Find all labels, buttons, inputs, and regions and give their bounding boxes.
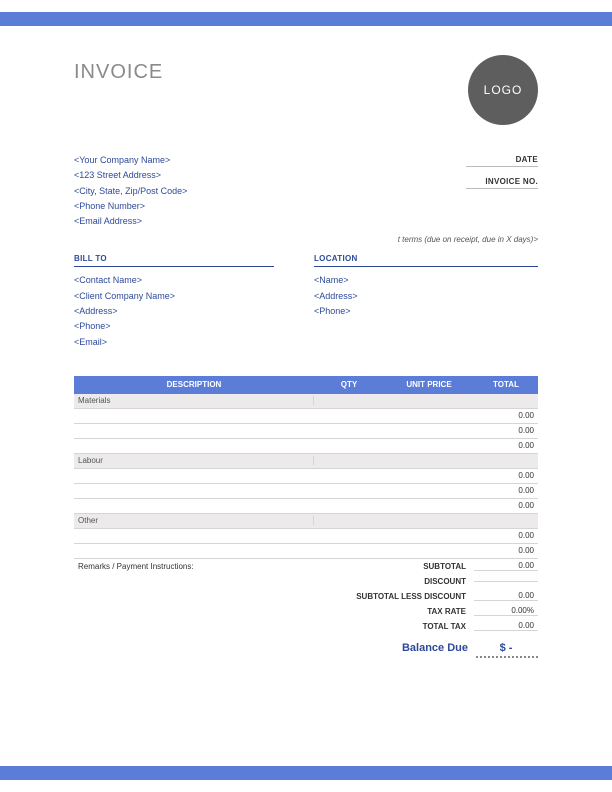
- summary-label: SUBTOTAL LESS DISCOUNT: [314, 592, 474, 601]
- meta-row: <Your Company Name> <123 Street Address>…: [74, 153, 538, 229]
- billto-line: <Address>: [74, 304, 274, 319]
- location-line: <Address>: [314, 289, 538, 304]
- table-row: 0.00: [74, 484, 538, 499]
- th-unit-price: UNIT PRICE: [384, 380, 474, 389]
- summary-body: Remarks / Payment Instructions:SUBTOTAL0…: [74, 559, 538, 634]
- location-line: <Name>: [314, 273, 538, 288]
- table-row: 0.00: [74, 499, 538, 514]
- line-items-table: DESCRIPTION QTY UNIT PRICE TOTAL Materia…: [74, 376, 538, 658]
- billto-line: <Phone>: [74, 319, 274, 334]
- invoice-content: INVOICE LOGO <Your Company Name> <123 St…: [0, 0, 612, 658]
- section-label: Other: [74, 516, 314, 525]
- th-total: TOTAL: [474, 380, 538, 389]
- date-field[interactable]: [466, 166, 538, 167]
- billto-line: <Client Company Name>: [74, 289, 274, 304]
- company-line: <City, State, Zip/Post Code>: [74, 184, 187, 199]
- invoice-no-field[interactable]: [466, 188, 538, 189]
- header-row: INVOICE LOGO: [74, 55, 538, 125]
- cell-total: 0.00: [474, 441, 538, 450]
- invoice-title: INVOICE: [74, 61, 163, 84]
- company-info: <Your Company Name> <123 Street Address>…: [74, 153, 187, 229]
- company-line: <Phone Number>: [74, 199, 187, 214]
- cell-total: 0.00: [474, 426, 538, 435]
- summary-label: TOTAL TAX: [314, 622, 474, 631]
- billto-line: <Email>: [74, 335, 274, 350]
- cell-total: 0.00: [474, 531, 538, 540]
- table-row: 0.00: [74, 529, 538, 544]
- date-label: DATE: [466, 155, 538, 164]
- meta-right: DATE INVOICE NO.: [466, 155, 538, 199]
- balance-value: $ -: [474, 642, 538, 654]
- section-row: Other: [74, 514, 538, 529]
- bottom-accent-bar: [0, 766, 612, 780]
- cell-total: 0.00: [474, 486, 538, 495]
- summary-value: 0.00: [474, 561, 538, 571]
- summary-label: SUBTOTAL: [314, 562, 474, 571]
- summary-label: TAX RATE: [314, 607, 474, 616]
- location-col: LOCATION <Name> <Address> <Phone>: [314, 254, 538, 349]
- cell-total: 0.00: [474, 411, 538, 420]
- company-line: <Email Address>: [74, 214, 187, 229]
- balance-underline: [476, 656, 538, 658]
- billto-section: BILL TO <Contact Name> <Client Company N…: [74, 254, 538, 349]
- th-qty: QTY: [314, 380, 384, 389]
- company-line: <Your Company Name>: [74, 153, 187, 168]
- section-label: Labour: [74, 456, 314, 465]
- terms-note: t terms (due on receipt, due in X days)>: [74, 235, 538, 244]
- cell-total: 0.00: [474, 471, 538, 480]
- table-body: Materials 0.00 0.00 0.00 Labour 0.00 0.00 0.00 O…: [74, 394, 538, 559]
- remarks-label: Remarks / Payment Instructions:: [74, 562, 314, 571]
- summary-row: DISCOUNT: [74, 574, 538, 589]
- top-accent-bar: [0, 12, 612, 26]
- th-description: DESCRIPTION: [74, 380, 314, 389]
- billto-line: <Contact Name>: [74, 273, 274, 288]
- summary-label: DISCOUNT: [314, 577, 474, 586]
- section-row: Labour: [74, 454, 538, 469]
- table-row: 0.00: [74, 544, 538, 559]
- section-row: Materials: [74, 394, 538, 409]
- balance-label: Balance Due: [354, 642, 474, 654]
- billto-lines: <Contact Name> <Client Company Name> <Ad…: [74, 273, 274, 349]
- table-row: 0.00: [74, 439, 538, 454]
- table-row: 0.00: [74, 409, 538, 424]
- cell-total: 0.00: [474, 501, 538, 510]
- table-row: 0.00: [74, 469, 538, 484]
- section-label: Materials: [74, 396, 314, 405]
- summary-row: Remarks / Payment Instructions:SUBTOTAL0…: [74, 559, 538, 574]
- summary-row: TOTAL TAX0.00: [74, 619, 538, 634]
- location-heading: LOCATION: [314, 254, 538, 267]
- location-lines: <Name> <Address> <Phone>: [314, 273, 538, 319]
- billto-col: BILL TO <Contact Name> <Client Company N…: [74, 254, 274, 349]
- invoice-no-label: INVOICE NO.: [466, 177, 538, 186]
- billto-heading: BILL TO: [74, 254, 274, 267]
- summary-value: [474, 581, 538, 582]
- location-line: <Phone>: [314, 304, 538, 319]
- summary-row: TAX RATE0.00%: [74, 604, 538, 619]
- table-row: 0.00: [74, 424, 538, 439]
- company-line: <123 Street Address>: [74, 168, 187, 183]
- logo-placeholder: LOGO: [468, 55, 538, 125]
- summary-row: SUBTOTAL LESS DISCOUNT0.00: [74, 589, 538, 604]
- summary-value: 0.00: [474, 621, 538, 631]
- summary-value: 0.00%: [474, 606, 538, 616]
- cell-total: 0.00: [474, 546, 538, 555]
- summary-value: 0.00: [474, 591, 538, 601]
- table-header: DESCRIPTION QTY UNIT PRICE TOTAL: [74, 376, 538, 394]
- balance-row: Balance Due $ -: [74, 642, 538, 654]
